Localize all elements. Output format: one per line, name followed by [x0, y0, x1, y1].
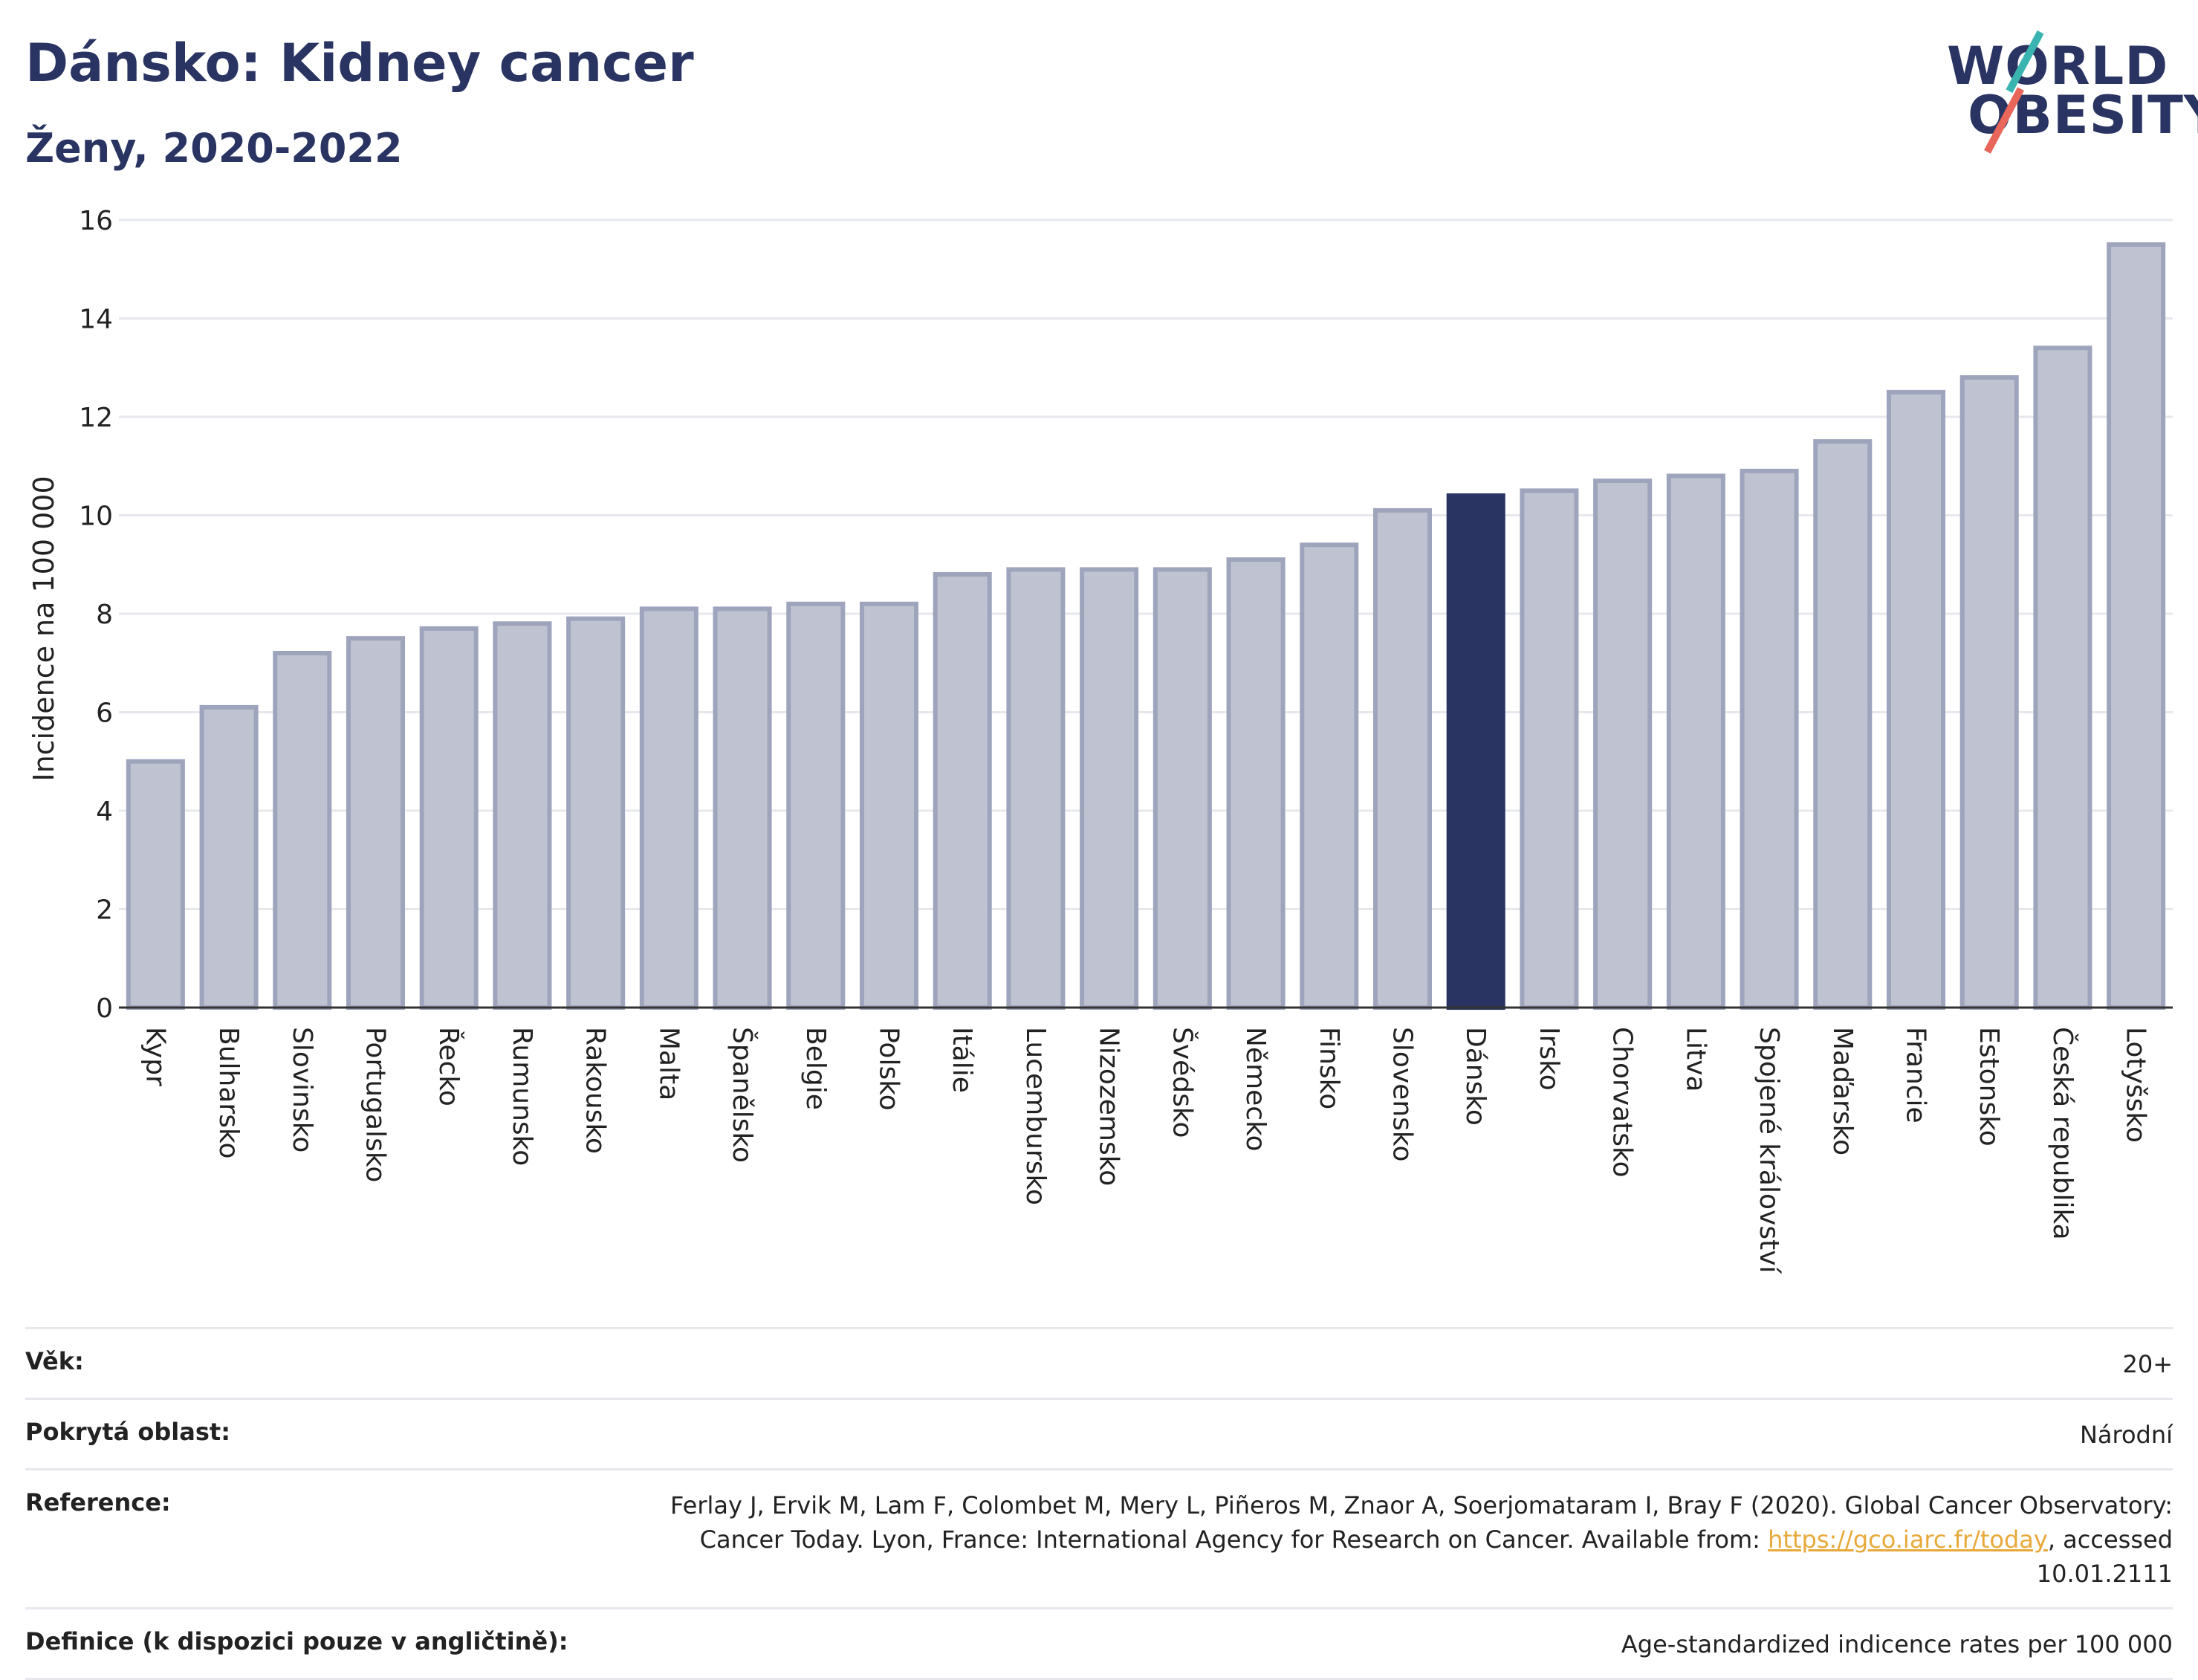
x-tick-label: Chorvatsko — [1607, 1027, 1638, 1178]
y-tick-label: 14 — [79, 305, 113, 335]
x-tick-label: Lucembursko — [1020, 1027, 1051, 1205]
x-tick-label: Finsko — [1314, 1027, 1344, 1109]
meta-row-definition: Definice (k dispozici pouze v angličtině… — [25, 1607, 2173, 1680]
bar-10 — [786, 601, 846, 1010]
meta-definition-label: Definice (k dispozici pouze v angličtině… — [25, 1627, 568, 1655]
bar-8 — [639, 606, 698, 1010]
metadata-table: Věk: 20+ Pokrytá oblast: Národní Referen… — [25, 1327, 2173, 1680]
y-tick-label: 12 — [79, 403, 113, 433]
bar-15 — [1153, 567, 1212, 1010]
bar-13 — [1006, 567, 1066, 1010]
logo-line-1: WORLD — [1947, 36, 2169, 97]
y-axis-ticks: 0 2 4 6 8 10 12 14 16 — [79, 206, 113, 1024]
bar-chart: 0 2 4 6 8 10 12 14 16 Kypr Bulharsko Slovinsko Port… — [27, 206, 2173, 1274]
chart-subtitle: Ženy, 2020-2022 — [25, 125, 403, 172]
meta-row-area: Pokrytá oblast: Národní — [25, 1398, 2173, 1468]
meta-row-reference: Reference: Ferlay J, Ervik M, Lam F, Col… — [25, 1468, 2173, 1607]
bar-2 — [199, 704, 259, 1010]
bar-5 — [419, 626, 479, 1010]
x-tick-label: Slovensko — [1387, 1027, 1418, 1162]
meta-reference-label: Reference: — [25, 1488, 171, 1517]
x-tick-label: Švédsko — [1167, 1027, 1198, 1138]
bar-25 — [1886, 389, 1946, 1010]
x-tick-label: Německo — [1240, 1027, 1271, 1152]
bar-6 — [493, 621, 552, 1010]
x-tick-label: Spojené království — [1754, 1027, 1784, 1274]
x-tick-label: Rakousko — [580, 1027, 611, 1154]
y-tick-label: 2 — [96, 895, 113, 926]
bar-11 — [859, 601, 919, 1010]
x-tick-label: Česká republika — [2047, 1027, 2078, 1240]
bar-26 — [1959, 375, 2019, 1010]
bar-20 — [1520, 488, 1579, 1010]
x-tick-label: Španělsko — [727, 1027, 758, 1163]
bar-21 — [1593, 479, 1653, 1010]
reference-text-start: Ferlay J, Ervik M, Lam F, Colombet M, Me… — [670, 1491, 2173, 1554]
x-tick-label: Řecko — [433, 1027, 464, 1106]
x-tick-label: Lotyšsko — [2121, 1027, 2151, 1143]
chart-title: Dánsko: Kidney cancer — [25, 33, 694, 94]
x-tick-label: Polsko — [874, 1027, 904, 1111]
y-tick-label: 4 — [96, 797, 113, 827]
meta-area-value: Národní — [2079, 1421, 2173, 1449]
y-axis-label: Incidence na 100 000 — [27, 476, 60, 781]
x-tick-label: Dánsko — [1460, 1027, 1491, 1126]
bars — [126, 242, 2166, 1010]
x-tick-label: Itálie — [947, 1027, 977, 1093]
bar-22 — [1666, 473, 1725, 1010]
bar-7 — [566, 616, 626, 1010]
bar-16 — [1226, 557, 1286, 1010]
world-obesity-logo: WORLD OBESITY — [1932, 21, 2198, 155]
bar-27 — [2033, 346, 2092, 1010]
y-tick-label: 0 — [96, 993, 113, 1024]
x-tick-label: Belgie — [800, 1027, 831, 1110]
x-tick-label: Nizozemsko — [1094, 1027, 1124, 1186]
x-tick-label: Estonsko — [1974, 1027, 2004, 1147]
x-tick-label: Portugalsko — [360, 1027, 391, 1182]
x-axis-ticks: Kypr Bulharsko Slovinsko Portugalsko Řecko Ru… — [140, 1027, 2150, 1274]
x-tick-label: Malta — [653, 1027, 684, 1100]
y-tick-label: 6 — [96, 698, 113, 729]
x-tick-label: Francie — [1901, 1027, 1931, 1123]
bar-14 — [1080, 567, 1139, 1010]
x-tick-label: Irsko — [1534, 1027, 1564, 1091]
bar-28 — [2107, 242, 2166, 1010]
y-tick-label: 10 — [79, 502, 113, 532]
meta-age-value: 20+ — [2122, 1350, 2173, 1378]
x-tick-label: Maďarsko — [1827, 1027, 1858, 1155]
bar-1 — [126, 759, 185, 1010]
bar-19 — [1446, 493, 1505, 1010]
bar-17 — [1300, 542, 1359, 1010]
x-tick-label: Bulharsko — [213, 1027, 244, 1159]
meta-age-label: Věk: — [25, 1347, 84, 1375]
y-tick-label: 8 — [96, 600, 113, 630]
meta-row-age: Věk: 20+ — [25, 1327, 2173, 1398]
x-tick-label: Rumunsko — [507, 1027, 537, 1166]
meta-reference-value: Ferlay J, Ervik M, Lam F, Colombet M, Me… — [583, 1488, 2173, 1591]
y-tick-label: 16 — [79, 206, 113, 236]
reference-link[interactable]: https://gco.iarc.fr/today — [1768, 1525, 2048, 1554]
x-tick-label: Slovinsko — [287, 1027, 317, 1152]
bar-4 — [346, 636, 406, 1010]
bar-3 — [273, 651, 332, 1010]
bar-12 — [933, 572, 992, 1010]
meta-area-label: Pokrytá oblast: — [25, 1418, 230, 1446]
bar-24 — [1813, 439, 1873, 1010]
bar-18 — [1372, 507, 1433, 1010]
bar-9 — [713, 606, 772, 1010]
bar-23 — [1740, 468, 1799, 1010]
reference-text-end: , accessed 10.01.2111 — [2036, 1525, 2173, 1588]
meta-definition-value: Age-standardized indicence rates per 100… — [1621, 1630, 2173, 1658]
x-tick-label: Litva — [1680, 1027, 1711, 1092]
x-tick-label: Kypr — [140, 1027, 170, 1086]
